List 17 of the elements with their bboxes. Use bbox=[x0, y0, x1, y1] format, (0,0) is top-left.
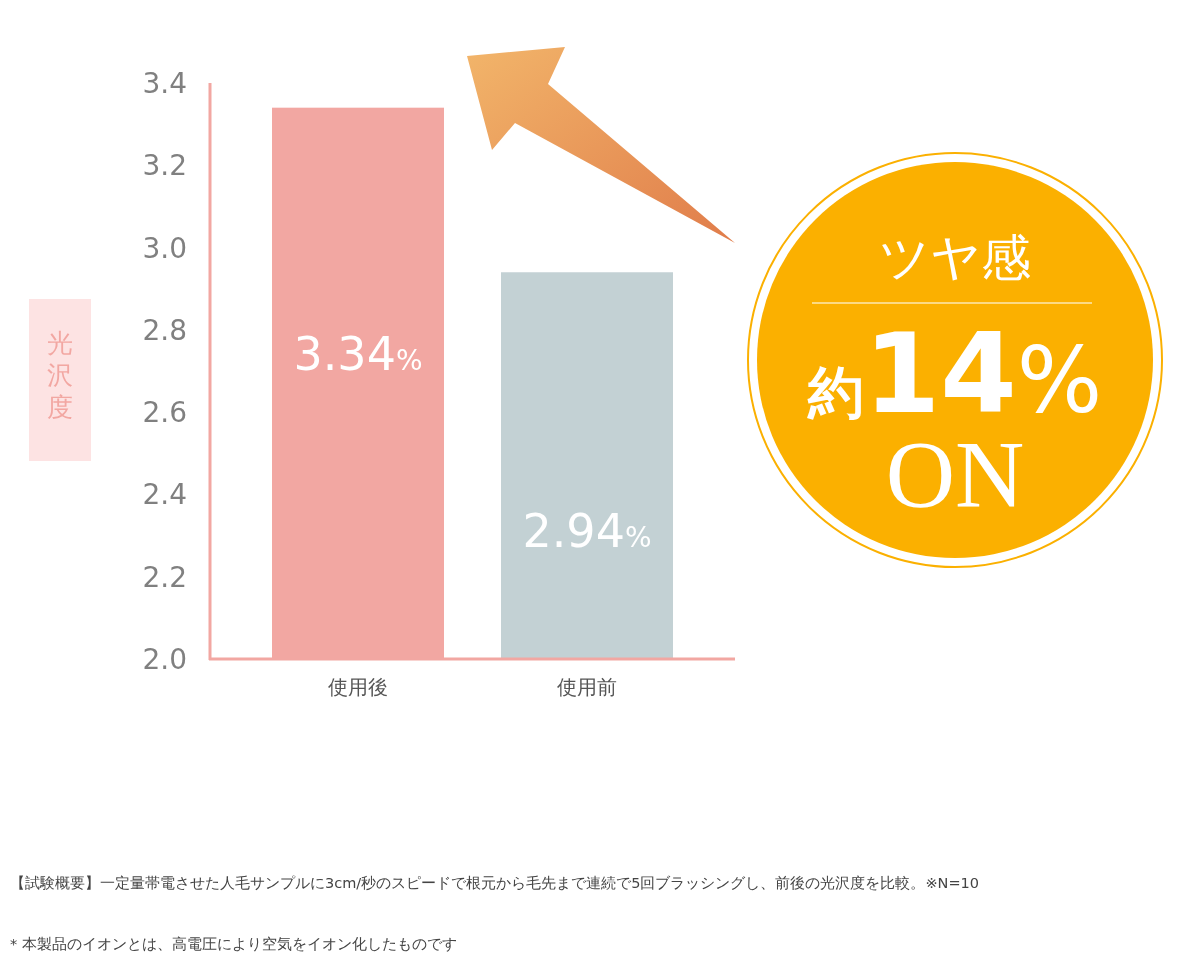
data-label: 2.94% bbox=[522, 504, 652, 559]
y-tick-label: 2.2 bbox=[142, 560, 187, 594]
x-tick-label: 使用後 bbox=[328, 675, 388, 699]
y-tick-label: 3.4 bbox=[142, 67, 187, 100]
y-tick-label: 3.0 bbox=[142, 231, 187, 265]
y-tick-label: 2.0 bbox=[142, 643, 187, 676]
x-tick-label: 使用前 bbox=[557, 675, 617, 699]
text: 【試験概要】一定量帯電させた人毛サンプルに3cm/秒のスピードで根元から毛先まで連続で5回ブラッシングし、前後の光沢度を比較。※N=10 bbox=[10, 875, 980, 891]
text: ON bbox=[885, 421, 1025, 528]
y-tick-label: 2.6 bbox=[142, 396, 187, 430]
y-tick-label: 2.8 bbox=[142, 313, 187, 347]
text: ツヤ感 bbox=[879, 229, 1031, 287]
data-label: 3.34% bbox=[293, 326, 423, 381]
text: * 本製品のイオンとは、高電圧により空気をイオン化したものです bbox=[10, 936, 457, 952]
y-tick-label: 2.4 bbox=[142, 478, 187, 512]
y-axis-title: 光沢度 bbox=[47, 328, 73, 422]
y-tick-label: 3.2 bbox=[142, 149, 187, 183]
